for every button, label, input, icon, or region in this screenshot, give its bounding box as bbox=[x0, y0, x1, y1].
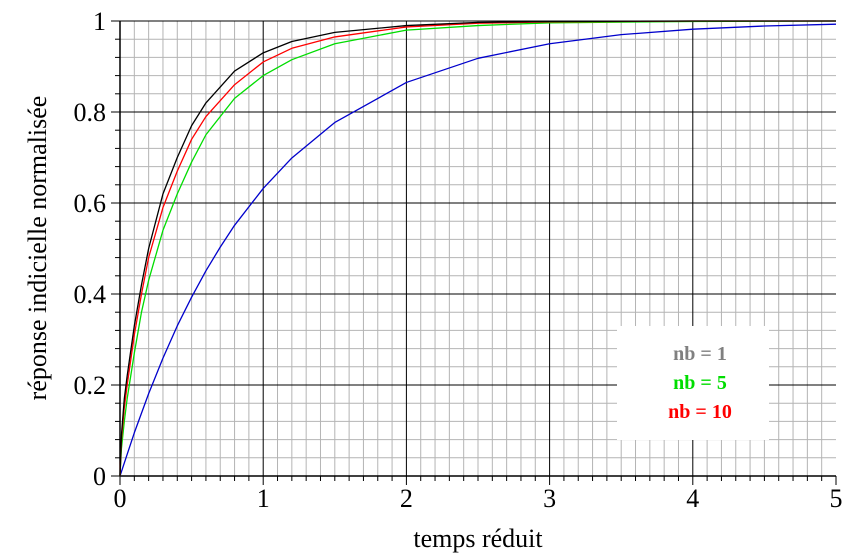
x-tick-label: 2 bbox=[400, 484, 413, 513]
series-group bbox=[119, 20, 837, 477]
legend-entry-nb-5: nb = 5 bbox=[673, 372, 727, 394]
legend-entry-nb-10: nb = 10 bbox=[668, 401, 732, 423]
axes bbox=[111, 20, 837, 485]
legend: nb = 1 nb = 5 nb = 10 bbox=[617, 326, 769, 440]
y-tick-label: 0.4 bbox=[74, 280, 107, 309]
series-line-1 bbox=[119, 20, 837, 477]
y-tick-label: 0.2 bbox=[74, 371, 107, 400]
x-axis-label: temps réduit bbox=[413, 524, 543, 553]
legend-box bbox=[617, 326, 769, 440]
y-tick-label: 0 bbox=[93, 462, 106, 491]
y-tick-label: 0.8 bbox=[74, 98, 107, 127]
y-tick-label: 0.6 bbox=[74, 189, 107, 218]
x-tick-label: 1 bbox=[257, 484, 270, 513]
series-line-3 bbox=[119, 20, 836, 477]
y-axis-label: réponse indicielle normalisée bbox=[23, 96, 52, 401]
y-tick-label: 1 bbox=[93, 7, 106, 36]
x-tick-label: 5 bbox=[830, 484, 843, 513]
x-tick-label: 3 bbox=[543, 484, 556, 513]
legend-entry-nb-1: nb = 1 bbox=[673, 343, 727, 365]
x-tick-label: 0 bbox=[114, 484, 127, 513]
series-line-2 bbox=[119, 20, 836, 477]
x-tick-labels: 0 1 2 3 4 5 bbox=[114, 484, 843, 513]
y-tick-labels: 0 0.2 0.4 0.6 0.8 1 bbox=[74, 7, 107, 491]
series-line-0 bbox=[119, 23, 837, 477]
x-tick-label: 4 bbox=[686, 484, 699, 513]
